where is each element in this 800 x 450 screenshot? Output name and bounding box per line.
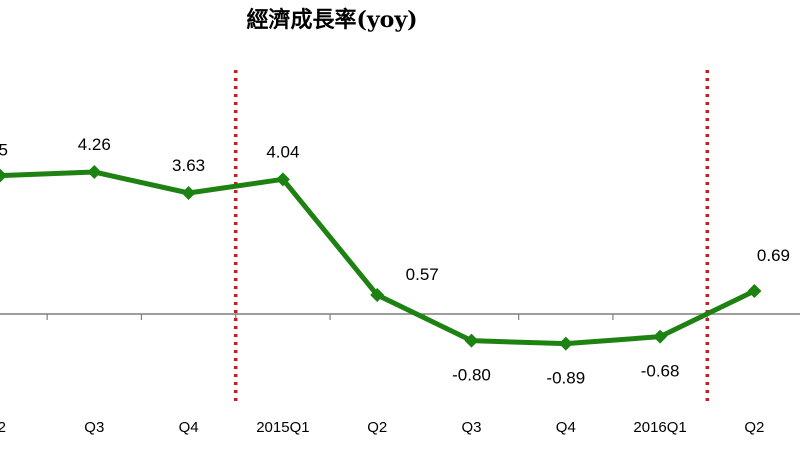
year-separators — [234, 70, 709, 404]
x-tick-label: Q2 — [367, 419, 387, 436]
x-tick-label: Q2 — [744, 419, 764, 436]
x-tick-label: Q4 — [179, 419, 199, 436]
data-point-marker — [0, 168, 7, 183]
data-point-marker — [87, 165, 102, 179]
x-axis-ticks — [46, 314, 708, 320]
x-axis-labels: Q2 Q3 Q4 2015Q1 Q2 Q3 Q4 2016Q1 Q2 — [0, 419, 764, 436]
data-label: 0.57 — [406, 265, 439, 284]
data-point-marker — [181, 186, 196, 200]
data-point-marker — [747, 284, 762, 298]
x-tick-label: Q2 — [0, 419, 6, 436]
data-label: -0.68 — [641, 362, 680, 381]
data-label: 4.26 — [78, 135, 111, 154]
data-label: -0.89 — [546, 369, 585, 388]
data-point-marker — [653, 329, 668, 344]
chart-title: 經濟成長率(yoy) — [246, 7, 417, 33]
data-point-marker — [370, 288, 385, 302]
data-point-marker — [275, 172, 290, 187]
data-label: 0.69 — [757, 246, 790, 265]
series-line — [0, 169, 756, 347]
data-label: -0.80 — [452, 366, 491, 385]
data-label: 5 — [0, 141, 8, 160]
data-label: 3.63 — [172, 156, 205, 175]
data-label: 4.04 — [266, 142, 299, 161]
x-tick-label: 2015Q1 — [256, 419, 309, 436]
x-tick-label: Q3 — [84, 419, 104, 436]
data-point-marker — [558, 336, 573, 351]
series-gdp-growth: 5 4.26 3.63 4.04 0.57 -0.80 -0.89 -0.68 0.69 — [0, 135, 790, 388]
x-tick-label: Q3 — [461, 419, 481, 436]
data-point-marker — [464, 333, 479, 348]
x-tick-label: Q4 — [556, 419, 576, 436]
x-tick-label: 2016Q1 — [633, 419, 686, 436]
